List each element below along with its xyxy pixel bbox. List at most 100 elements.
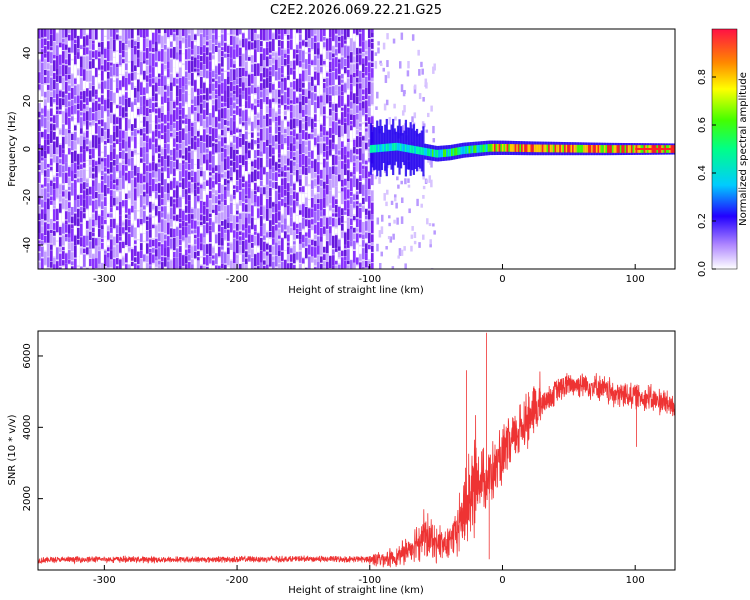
noise-cell	[317, 155, 320, 161]
noise-cell	[68, 92, 71, 100]
noise-cell	[143, 52, 146, 61]
noise-cell	[53, 154, 56, 163]
noise-cell	[173, 87, 176, 100]
noise-cell	[182, 160, 185, 164]
noise-cell	[44, 177, 47, 187]
noise-cell	[338, 150, 341, 155]
noise-cell	[251, 205, 254, 217]
noise-cell	[314, 29, 317, 35]
noise-cell	[245, 171, 248, 181]
track-core	[407, 144, 411, 153]
noise-cell	[215, 128, 218, 138]
noise-cell	[269, 180, 272, 187]
noise-cell	[146, 255, 149, 263]
noise-cell	[290, 187, 293, 194]
noise-cell	[275, 212, 278, 223]
noise-cell	[323, 158, 326, 168]
noise-cell	[143, 81, 146, 88]
noise-cell	[167, 97, 170, 102]
noise-cell	[47, 268, 50, 269]
noise-cell	[320, 143, 323, 154]
noise-cell	[80, 95, 83, 100]
noise-cell	[296, 192, 299, 202]
noise-cell	[101, 81, 104, 94]
noise-cell	[125, 253, 128, 263]
noise-cell	[59, 144, 62, 158]
track-core	[505, 144, 508, 152]
noise-cell	[65, 125, 68, 129]
noise-cell	[378, 230, 382, 238]
noise-cell	[362, 240, 365, 247]
noise-cell	[77, 52, 80, 59]
snr-plot-area	[38, 331, 675, 570]
noise-cell	[68, 264, 71, 269]
noise-cell	[305, 227, 308, 232]
noise-cell	[332, 86, 335, 96]
noise-cell	[212, 181, 215, 188]
noise-cell	[227, 53, 230, 58]
noise-cell	[221, 184, 224, 193]
noise-cell	[65, 50, 68, 59]
noise-cell	[179, 163, 182, 171]
noise-cell	[263, 29, 266, 41]
noise-cell	[218, 129, 221, 135]
noise-cell	[44, 105, 47, 117]
noise-cell	[215, 190, 218, 196]
noise-cell	[257, 103, 260, 107]
noise-cell	[101, 201, 104, 210]
noise-cell	[224, 264, 227, 269]
noise-cell	[218, 213, 221, 224]
noise-cell	[38, 183, 41, 196]
noise-cell	[320, 74, 323, 83]
noise-cell	[308, 173, 311, 185]
noise-cell	[293, 253, 296, 264]
noise-cell	[47, 230, 50, 243]
noise-cell	[107, 175, 110, 188]
noise-cell	[185, 38, 188, 48]
noise-cell	[176, 198, 179, 208]
track-core	[516, 144, 519, 152]
noise-cell	[41, 49, 44, 62]
noise-cell	[347, 221, 350, 229]
noise-cell	[266, 56, 269, 67]
noise-cell	[164, 65, 167, 70]
noise-cell	[188, 248, 191, 254]
noise-cell	[260, 91, 263, 98]
noise-cell	[245, 195, 248, 199]
noise-cell	[425, 82, 428, 89]
noise-cell	[128, 107, 131, 119]
noise-cell	[278, 81, 281, 88]
noise-cell	[92, 227, 95, 233]
noise-cell	[233, 69, 236, 81]
noise-cell	[113, 166, 116, 180]
noise-cell	[68, 67, 71, 75]
noise-cell	[411, 226, 414, 231]
noise-cell	[119, 96, 122, 105]
noise-cell	[329, 72, 332, 86]
noise-cell	[242, 188, 245, 202]
noise-cell	[176, 107, 179, 120]
noise-cell	[356, 29, 359, 35]
noise-cell	[387, 236, 391, 240]
noise-cell	[185, 29, 188, 39]
noise-cell	[134, 177, 137, 188]
noise-cell	[185, 147, 188, 161]
track-core	[535, 144, 538, 153]
noise-cell	[239, 219, 242, 224]
noise-cell	[62, 29, 65, 38]
noise-cell	[227, 71, 230, 77]
noise-cell	[140, 162, 143, 173]
noise-cell	[89, 127, 92, 134]
track-core	[576, 144, 579, 153]
noise-cell	[263, 142, 266, 154]
noise-cell	[341, 231, 344, 238]
track-core	[374, 144, 377, 153]
noise-cell	[158, 145, 161, 152]
noise-cell	[239, 205, 242, 213]
noise-cell	[173, 122, 176, 129]
noise-cell	[314, 42, 317, 55]
noise-cell	[74, 179, 77, 189]
noise-cell	[359, 48, 362, 54]
noise-cell	[236, 85, 239, 98]
track-core	[393, 143, 396, 151]
